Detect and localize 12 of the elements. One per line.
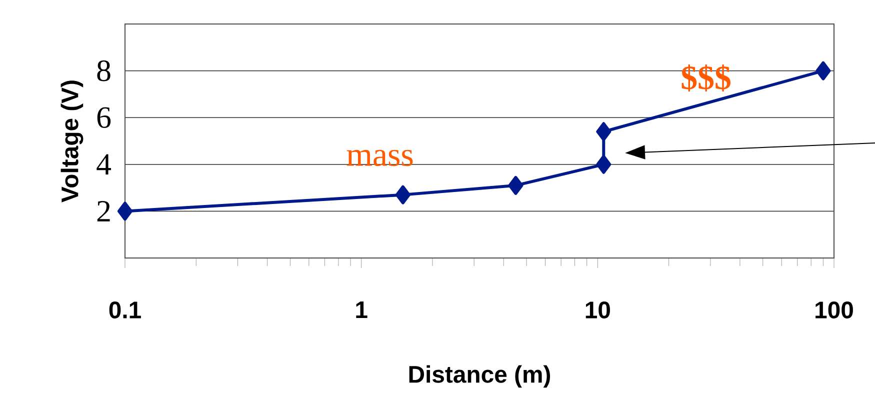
y-tick-label: 6 bbox=[97, 107, 111, 128]
y-tick-label: 8 bbox=[97, 60, 110, 82]
x-tick-label: 1 bbox=[356, 302, 368, 318]
x-tick-label: 0.1 bbox=[109, 302, 141, 318]
y-tick-label: 2 bbox=[97, 200, 110, 222]
x-tick-label: 100 bbox=[816, 302, 853, 318]
x-axis-title: Distance (m) bbox=[409, 365, 550, 388]
annotation: $$$ bbox=[682, 64, 730, 92]
annotation: mass bbox=[346, 150, 413, 166]
y-tick-label: 4 bbox=[96, 154, 112, 175]
y-axis-title: Voltage (V) bbox=[60, 80, 84, 202]
x-tick-label: 10 bbox=[586, 302, 610, 318]
